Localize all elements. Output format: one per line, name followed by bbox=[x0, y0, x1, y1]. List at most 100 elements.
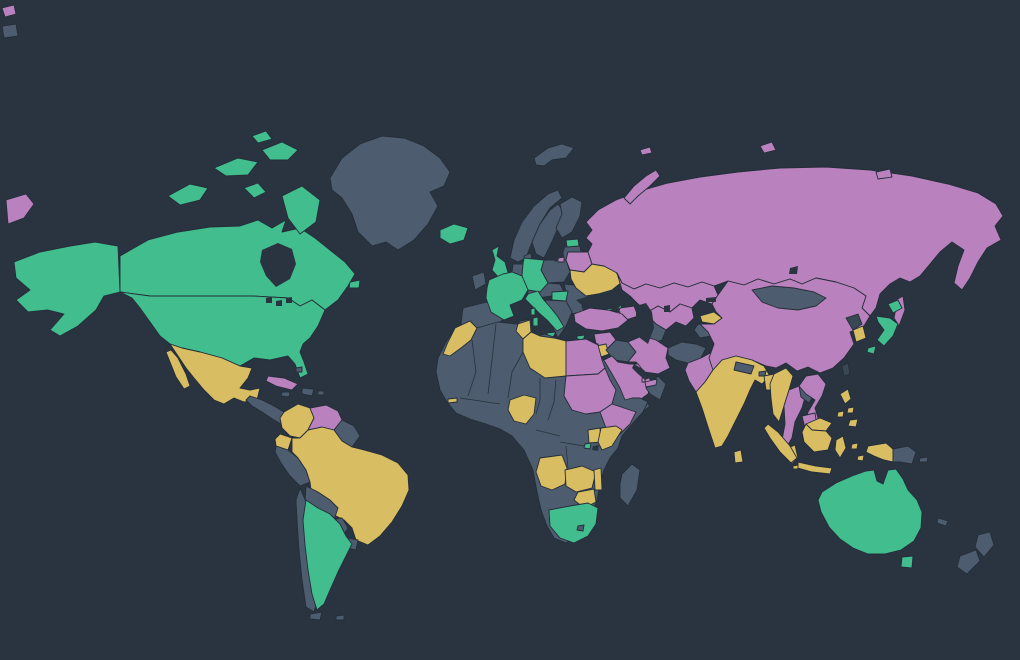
country-falkland-islands bbox=[335, 614, 345, 621]
country-oman bbox=[645, 375, 667, 401]
country-zambia bbox=[564, 465, 597, 493]
africa-border bbox=[565, 445, 569, 469]
africa-border bbox=[507, 351, 524, 399]
country-indonesia-west-papua bbox=[865, 442, 894, 463]
country-philippines-island bbox=[836, 410, 845, 418]
country-myanmar bbox=[769, 367, 794, 423]
country-malawi bbox=[593, 467, 603, 491]
country-singapore bbox=[792, 464, 799, 470]
country-madagascar bbox=[619, 463, 641, 507]
country-bhutan bbox=[758, 370, 767, 377]
country-gambia bbox=[447, 397, 458, 404]
country-tierra-del-fuego bbox=[309, 611, 323, 621]
country-south-africa bbox=[548, 502, 599, 544]
country-finland bbox=[555, 196, 583, 239]
country-canada-island bbox=[167, 183, 209, 206]
country-philippines-island bbox=[846, 406, 855, 414]
lake-balkhash bbox=[706, 297, 716, 302]
black-sea bbox=[576, 295, 624, 310]
country-united-states-alaska bbox=[13, 241, 121, 337]
country-jamaica bbox=[280, 391, 291, 398]
country-mexico-baja bbox=[165, 349, 191, 390]
country-new-britain bbox=[918, 456, 929, 463]
great-lake bbox=[276, 300, 282, 306]
africa-border bbox=[559, 441, 585, 447]
country-st-lawrence-island bbox=[1, 23, 19, 39]
country-taiwan bbox=[841, 362, 851, 377]
africa-border bbox=[459, 397, 501, 405]
country-canada-island bbox=[251, 130, 273, 144]
country-cuba bbox=[265, 375, 299, 391]
country-russia-new-siberian bbox=[759, 141, 777, 154]
country-japan-honshu bbox=[875, 315, 899, 347]
africa bbox=[435, 318, 649, 544]
country-new-zealand-north bbox=[974, 531, 995, 558]
africa-border bbox=[547, 379, 557, 421]
country-united-arab-emirates bbox=[644, 378, 658, 388]
country-japan-hokkaido bbox=[887, 299, 903, 314]
country-india bbox=[695, 355, 771, 449]
country-kenya bbox=[597, 425, 623, 451]
country-indonesia-kalimantan bbox=[801, 423, 833, 453]
country-italy-sardinia bbox=[532, 316, 539, 327]
country-canada-newfoundland bbox=[348, 279, 361, 289]
country-indonesia-sumatra bbox=[763, 423, 798, 464]
country-hispaniola bbox=[301, 387, 315, 397]
country-hungary bbox=[551, 290, 569, 302]
north-america bbox=[1, 4, 451, 427]
africa-border bbox=[487, 323, 497, 395]
country-morocco bbox=[442, 320, 478, 357]
country-bahamas bbox=[295, 366, 303, 373]
africa-border bbox=[535, 429, 561, 437]
country-canada-baffin bbox=[281, 185, 321, 235]
country-philippines-luzon bbox=[839, 388, 852, 405]
country-china bbox=[699, 277, 871, 374]
country-russia-kaliningrad bbox=[557, 256, 565, 263]
country-indonesia-molucca bbox=[850, 442, 859, 450]
oceania bbox=[763, 417, 995, 575]
country-svalbard bbox=[533, 143, 575, 167]
country-new-zealand-south bbox=[956, 549, 981, 575]
country-north-korea bbox=[845, 313, 863, 331]
country-russia-wrangel-island bbox=[1, 4, 17, 18]
country-australia bbox=[817, 468, 923, 555]
country-rwanda bbox=[583, 442, 592, 450]
country-nigeria bbox=[507, 394, 537, 425]
country-philippines-mindanao bbox=[847, 418, 859, 428]
country-russia-franz-josef bbox=[639, 146, 653, 156]
great-lake bbox=[286, 297, 292, 303]
baltic-sea bbox=[549, 238, 567, 262]
country-ireland bbox=[471, 271, 487, 291]
country-russia-novaya-zemlya bbox=[623, 169, 661, 205]
country-canada-island bbox=[261, 141, 299, 161]
country-russia-island bbox=[875, 168, 893, 180]
country-lesotho bbox=[576, 524, 585, 532]
country-south-korea bbox=[852, 325, 867, 343]
country-papua-new-guinea bbox=[892, 445, 917, 465]
hudson-bay bbox=[260, 243, 296, 287]
country-mongolia bbox=[751, 285, 827, 311]
country-japan-kyushu bbox=[866, 345, 877, 355]
country-mexico bbox=[169, 343, 261, 405]
country-italy bbox=[524, 290, 565, 332]
country-brazil bbox=[291, 426, 410, 546]
country-canada-island bbox=[213, 157, 259, 177]
country-peru bbox=[274, 445, 311, 487]
country-indonesia-java bbox=[797, 461, 833, 475]
country-argentina bbox=[302, 499, 353, 611]
country-puerto-rico bbox=[317, 390, 325, 396]
country-italy-corsica bbox=[530, 307, 536, 316]
country-greenland bbox=[329, 135, 451, 251]
country-canada-island bbox=[243, 182, 267, 199]
country-indonesia-sulawesi bbox=[834, 435, 847, 459]
country-new-caledonia bbox=[936, 517, 949, 527]
country-france bbox=[485, 271, 529, 321]
africa-border bbox=[467, 339, 477, 397]
country-russia-chukotka bbox=[5, 193, 35, 225]
country-turkey bbox=[573, 307, 629, 332]
country-australia-tasmania bbox=[900, 555, 914, 569]
persian-gulf bbox=[632, 364, 650, 380]
country-indonesia-molucca bbox=[856, 454, 865, 462]
